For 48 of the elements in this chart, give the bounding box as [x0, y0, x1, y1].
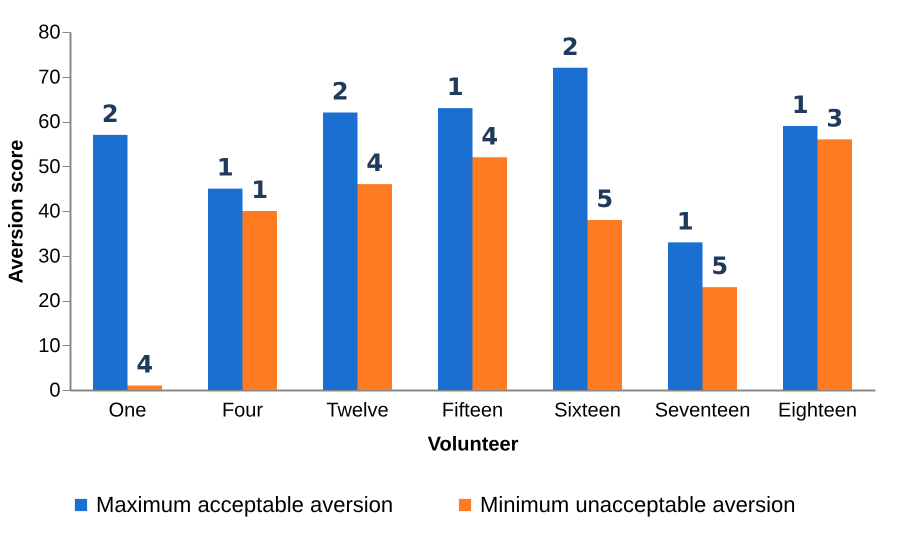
y-tick-label: 70: [38, 66, 60, 88]
bar: [93, 134, 128, 390]
y-axis-title: Aversion score: [5, 140, 28, 284]
x-tick-label: Seventeen: [654, 400, 750, 422]
annotation: 1: [676, 207, 694, 236]
bar: [323, 112, 358, 390]
x-axis-title: Volunteer: [428, 434, 519, 456]
bar: [128, 386, 162, 390]
bar: [783, 126, 818, 390]
annotation: 2: [102, 100, 119, 128]
x-tick-label: Twelve: [326, 400, 389, 422]
bar: [553, 68, 588, 390]
y-tick-label: 80: [38, 22, 60, 44]
y-tick-label: 30: [38, 245, 60, 268]
y-tick-label: 40: [38, 200, 60, 222]
x-tick-label: Sixteen: [554, 400, 621, 422]
bar: [668, 242, 702, 390]
x-tick-label: One: [108, 400, 146, 422]
bar: [358, 184, 392, 390]
legend-label: Minimum unacceptable aversion: [480, 492, 796, 517]
bar: [818, 139, 852, 390]
y-tick-label: 60: [38, 111, 60, 133]
annotation: 4: [366, 149, 384, 178]
annotation: 4: [136, 350, 154, 379]
bar: [242, 211, 277, 390]
legend-label: Maximum acceptable aversion: [96, 492, 394, 517]
y-tick-label: 0: [49, 380, 60, 402]
annotation: 5: [711, 252, 728, 280]
bar: [702, 287, 737, 390]
annotation: 3: [826, 104, 844, 132]
x-tick-label: Four: [222, 400, 264, 422]
annotation: 1: [446, 73, 464, 102]
annotation: 2: [562, 32, 579, 61]
bar: [438, 108, 472, 390]
y-tick-label: 50: [38, 156, 60, 178]
annotation: 1: [251, 176, 268, 204]
x-tick-label: Eighteen: [778, 400, 857, 422]
annotation: 5: [596, 184, 614, 213]
y-tick-label: 10: [38, 334, 60, 357]
annotation: 1: [792, 90, 809, 119]
annotation: 1: [216, 154, 234, 182]
bar: [588, 220, 622, 390]
annotation: 4: [481, 122, 498, 150]
bar: [208, 188, 242, 390]
annotation: 2: [332, 78, 349, 106]
bar: [472, 157, 507, 390]
x-tick-label: Fifteen: [442, 400, 504, 422]
y-tick-label: 20: [38, 290, 60, 312]
